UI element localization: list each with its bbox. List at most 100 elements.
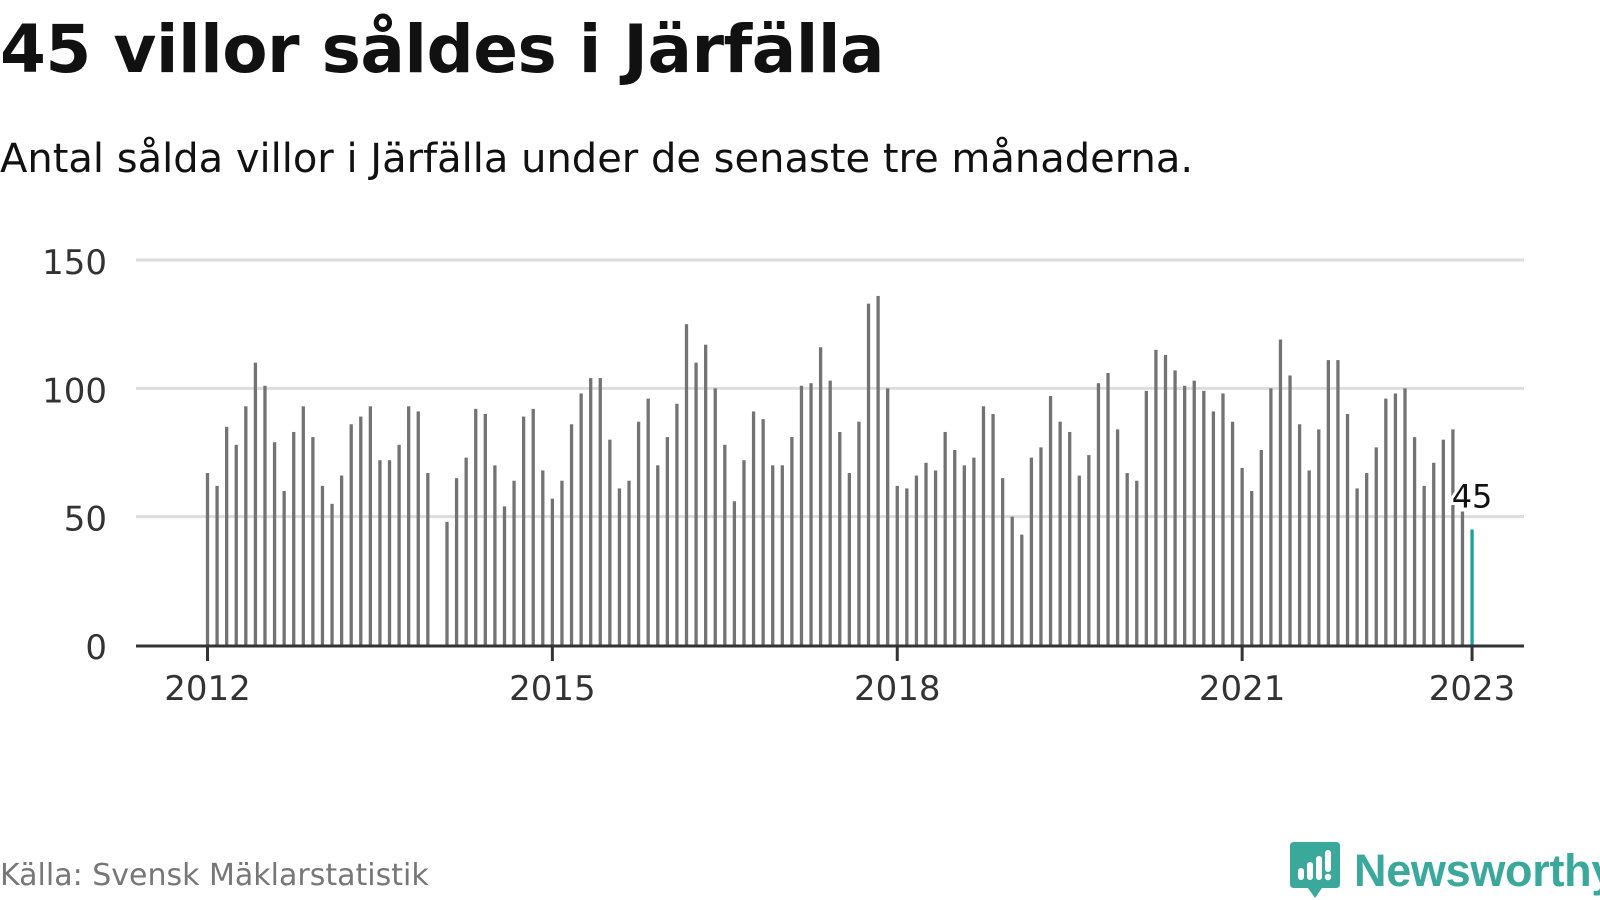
bar xyxy=(1048,396,1053,645)
bar xyxy=(1154,349,1158,645)
bar xyxy=(320,485,325,645)
bar xyxy=(751,411,756,645)
chart-title: 45 villor såldes i Järfälla xyxy=(0,11,885,88)
bar xyxy=(426,473,430,645)
newsworthy-wordmark: Newsworthy xyxy=(1354,845,1600,896)
bar xyxy=(225,426,229,645)
bar xyxy=(914,475,919,645)
bar xyxy=(1269,388,1273,645)
bar xyxy=(1297,424,1302,645)
bar xyxy=(454,478,459,645)
source-note: Källa: Svensk Mäklarstatistik xyxy=(0,858,429,893)
bar xyxy=(1393,393,1398,645)
bar xyxy=(1183,385,1187,645)
bar xyxy=(665,437,669,645)
bar xyxy=(905,488,909,645)
bar xyxy=(397,444,401,645)
bar xyxy=(1365,473,1369,645)
bar xyxy=(1412,437,1417,645)
bar xyxy=(617,488,622,645)
y-tick-label: 100 xyxy=(42,371,107,411)
bar xyxy=(1451,429,1455,645)
x-tick-label: 2018 xyxy=(854,669,941,709)
bar xyxy=(1317,429,1321,645)
bar xyxy=(531,408,535,645)
bar xyxy=(205,473,210,645)
bar xyxy=(1163,354,1168,645)
bar xyxy=(1144,390,1148,645)
bar xyxy=(263,385,267,645)
bar xyxy=(215,485,219,645)
bar xyxy=(550,498,555,645)
bar xyxy=(780,465,784,645)
bar xyxy=(1384,398,1388,645)
bar xyxy=(1240,467,1244,645)
bar xyxy=(790,437,794,645)
bar xyxy=(1422,485,1426,645)
bar xyxy=(809,383,813,645)
bar xyxy=(359,416,363,645)
bar xyxy=(272,442,277,645)
bar xyxy=(541,470,545,645)
bar xyxy=(234,444,238,645)
bar xyxy=(1000,478,1005,645)
bar xyxy=(636,421,641,645)
bar xyxy=(1115,429,1120,645)
bar xyxy=(656,465,660,645)
bar xyxy=(339,475,344,645)
bar xyxy=(886,388,890,645)
bar xyxy=(483,414,487,645)
bar xyxy=(818,347,823,645)
y-tick-label: 150 xyxy=(42,243,107,283)
bar xyxy=(1230,421,1235,645)
bar xyxy=(407,406,411,645)
bar xyxy=(1039,447,1043,645)
bar xyxy=(445,521,449,645)
bar xyxy=(253,362,258,645)
bar xyxy=(1432,462,1436,645)
bar xyxy=(368,406,373,645)
bar xyxy=(244,406,248,645)
bar xyxy=(1336,360,1340,645)
x-tick-label: 2012 xyxy=(164,669,251,709)
bar xyxy=(474,408,478,645)
chart-subtitle: Antal sålda villor i Järfälla under de s… xyxy=(0,136,1194,182)
bar xyxy=(761,419,765,645)
bar xyxy=(1403,388,1407,645)
bar xyxy=(962,465,966,645)
bar xyxy=(799,385,804,645)
bar xyxy=(1211,411,1216,645)
bar xyxy=(598,378,602,645)
bar xyxy=(1192,380,1196,645)
bar xyxy=(627,480,631,645)
bar xyxy=(876,295,880,645)
bar xyxy=(972,457,976,645)
bar xyxy=(1058,421,1062,645)
bar xyxy=(1259,449,1263,645)
data-label-latest: 45 xyxy=(1452,478,1493,516)
bar xyxy=(1096,383,1101,645)
bar xyxy=(1087,455,1091,645)
bar xyxy=(1221,393,1225,645)
bar xyxy=(493,465,497,645)
bar xyxy=(684,324,689,645)
bar xyxy=(387,460,392,645)
bar xyxy=(1106,372,1110,645)
bar xyxy=(895,485,899,645)
bar xyxy=(646,398,650,645)
bar xyxy=(1125,473,1129,645)
bar xyxy=(694,362,698,645)
bar xyxy=(1077,475,1081,645)
bar xyxy=(1020,534,1024,645)
bar xyxy=(416,411,420,645)
bar xyxy=(560,480,564,645)
x-tick-label: 2015 xyxy=(509,669,596,709)
bar xyxy=(943,431,947,645)
bar xyxy=(1202,390,1206,645)
bar xyxy=(292,431,296,645)
highlighted-bar xyxy=(1470,529,1474,645)
bar xyxy=(378,460,382,645)
x-tick-label: 2021 xyxy=(1199,669,1286,709)
bar-chart: 0 50 100 150 2012 2015 2018 2021 2023 45 xyxy=(42,243,1524,709)
y-tick-label: 50 xyxy=(64,500,107,540)
